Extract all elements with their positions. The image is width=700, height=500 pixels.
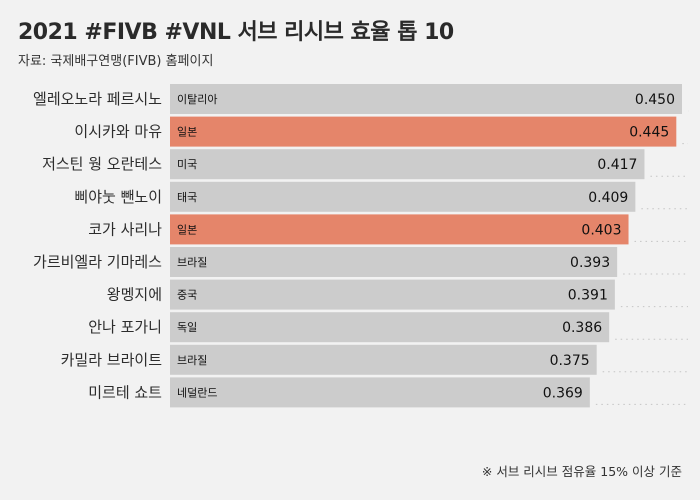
category-label: 엘레오노라 페르시노 bbox=[33, 90, 162, 108]
country-label: 미국 bbox=[177, 158, 197, 171]
country-label: 중국 bbox=[177, 289, 197, 302]
data-label: 0.375 bbox=[550, 353, 590, 369]
category-label: 저스틴 웡 오란테스 bbox=[42, 155, 162, 173]
data-label: 0.391 bbox=[568, 288, 608, 304]
data-label: 0.403 bbox=[581, 222, 621, 238]
country-label: 일본 bbox=[177, 222, 197, 236]
category-label: 미르테 쇼트 bbox=[88, 383, 162, 401]
category-label: 코가 사리나 bbox=[88, 220, 162, 238]
bar bbox=[170, 247, 618, 277]
category-label: 이시카와 마유 bbox=[74, 123, 162, 141]
bar bbox=[170, 181, 636, 212]
country-label: 네덜란드 bbox=[177, 386, 217, 399]
chart-footnote: ※ 서브 리시브 점유율 15% 이상 기준 bbox=[481, 464, 682, 479]
country-label: 태국 bbox=[177, 191, 197, 204]
category-label: 카밀라 브라이트 bbox=[61, 351, 163, 369]
bar bbox=[170, 116, 677, 147]
country-label: 이탈리아 bbox=[177, 93, 217, 106]
category-label: 삐야눗 뺀노이 bbox=[74, 188, 162, 206]
data-label: 0.393 bbox=[570, 255, 610, 271]
chart-source: 자료: 국제배구연맹(FIVB) 홈페이지 bbox=[18, 54, 214, 69]
bar bbox=[170, 214, 629, 245]
bar bbox=[170, 279, 615, 310]
bar bbox=[170, 312, 610, 343]
data-label: 0.386 bbox=[562, 320, 602, 336]
data-label: 0.445 bbox=[629, 125, 669, 141]
category-label: 안나 포가니 bbox=[88, 318, 162, 336]
bar bbox=[170, 149, 645, 180]
bar bbox=[170, 377, 590, 408]
country-label: 일본 bbox=[177, 125, 197, 139]
country-label: 브라질 bbox=[177, 256, 207, 269]
bar bbox=[170, 344, 597, 375]
country-label: 브라질 bbox=[177, 354, 207, 367]
data-label: 0.450 bbox=[635, 92, 675, 108]
category-label: 왕멩지에 bbox=[107, 286, 162, 304]
country-label: 독일 bbox=[177, 320, 197, 334]
data-label: 0.417 bbox=[597, 157, 637, 173]
data-label: 0.409 bbox=[588, 190, 628, 206]
data-label: 0.369 bbox=[543, 385, 583, 401]
category-label: 가르비엘라 기마레스 bbox=[33, 253, 162, 271]
bar bbox=[170, 84, 682, 114]
chart-title: 2021 #FIVB #VNL 서브 리시브 효율 톱 10 bbox=[18, 20, 454, 45]
